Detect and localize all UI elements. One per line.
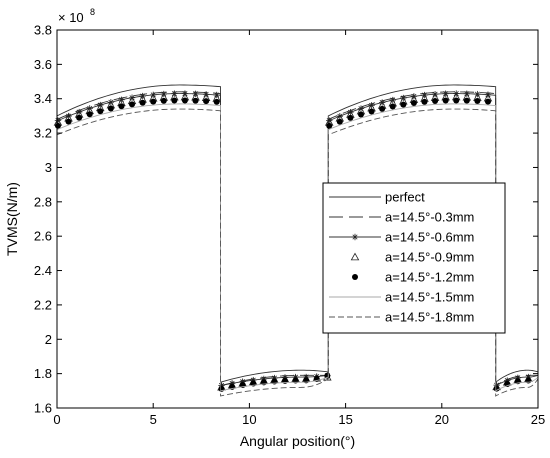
x-tick-label: 5 xyxy=(150,412,157,427)
x-tick-label: 10 xyxy=(242,412,256,427)
legend-item-5: a=14.5°-1.2mm xyxy=(352,270,474,285)
x-tick-label: 0 xyxy=(53,412,60,427)
series-5-point xyxy=(65,118,72,125)
series-5-point xyxy=(324,372,331,379)
legend-box xyxy=(322,182,506,334)
y-tick-label: 2.8 xyxy=(34,194,52,209)
series-5-point xyxy=(203,98,210,105)
x-axis-label: Angular position(°) xyxy=(240,433,355,449)
y-tick-label: 2 xyxy=(45,332,52,347)
plot-frame xyxy=(56,29,539,409)
series-5-point xyxy=(86,111,93,118)
series-5-point xyxy=(474,97,481,104)
legend-label: perfect xyxy=(385,190,425,205)
series-5-point xyxy=(76,114,83,121)
legend-label: a=14.5°-0.3mm xyxy=(385,210,474,225)
legend-item-7: a=14.5°-1.8mm xyxy=(329,310,474,325)
series-5-point xyxy=(484,98,491,105)
y-tick-label: 3.8 xyxy=(34,23,52,38)
series-5-point xyxy=(453,97,460,104)
y-tick-label: 2.4 xyxy=(34,263,52,278)
legend-label: a=14.5°-1.2mm xyxy=(385,270,474,285)
legend-item-2: a=14.5°-0.3mm xyxy=(329,210,474,225)
y-axis-label: TVMS(N/m) xyxy=(4,182,20,256)
series-5-point xyxy=(107,105,114,112)
series-5-point xyxy=(357,111,364,118)
y-tick-label: 1.6 xyxy=(34,401,52,416)
series-3-point xyxy=(368,102,375,109)
series-5-point xyxy=(389,103,396,110)
legend-swatch-marker xyxy=(351,233,359,241)
series-5-point xyxy=(181,97,188,104)
series-5-point xyxy=(213,98,220,105)
series-5-point xyxy=(171,97,178,104)
y-tick-label: 2.2 xyxy=(34,297,52,312)
series-5 xyxy=(54,97,532,392)
series-5-point xyxy=(150,98,157,105)
series-5-point xyxy=(368,108,375,115)
x-tick-label: 25 xyxy=(531,412,545,427)
series-5-point xyxy=(139,99,146,106)
legend-item-6: a=14.5°-1.5mm xyxy=(329,290,474,305)
series-5-point xyxy=(54,122,61,129)
y-tick-label: 3.4 xyxy=(34,91,52,106)
legend: perfect a=14.5°-0.3mm a=14.5°-0.6mm a=14.5°… xyxy=(322,182,506,334)
y-tick-label: 3.2 xyxy=(34,126,52,141)
series-5-point xyxy=(326,122,333,129)
series-3-point xyxy=(97,101,104,109)
y-tick-label: 3.6 xyxy=(34,57,52,72)
y-tick-label: 3 xyxy=(45,160,52,175)
series-5-point xyxy=(379,105,386,112)
legend-label: a=14.5°-1.5mm xyxy=(385,290,474,305)
series-5-point xyxy=(129,101,136,108)
legend-label: a=14.5°-1.8mm xyxy=(385,310,474,325)
x-tick-label: 15 xyxy=(338,412,352,427)
series-5-point xyxy=(97,108,104,115)
series-5-point xyxy=(192,97,199,104)
legend-item-4: a=14.5°-0.9mm xyxy=(350,250,474,265)
series-5-point xyxy=(442,97,449,104)
x-tick-label: 20 xyxy=(435,412,449,427)
plot-layer xyxy=(53,84,539,397)
series-5-point xyxy=(118,103,125,110)
series-5-point xyxy=(421,98,428,105)
legend-swatch-marker xyxy=(352,274,358,280)
series-5-point xyxy=(432,98,439,105)
series-5-point xyxy=(336,118,343,125)
series-5-point xyxy=(160,97,167,104)
y-tick-label: 2.6 xyxy=(34,229,52,244)
series-5-point xyxy=(410,100,417,107)
legend-label: a=14.5°-0.6mm xyxy=(385,230,474,245)
legend-swatch-marker xyxy=(350,252,360,261)
legend-item-1: perfect xyxy=(329,190,425,205)
series-5-point xyxy=(347,114,354,121)
y-axis-multiplier: × 10 xyxy=(58,10,84,25)
legend-item-3: a=14.5°-0.6mm xyxy=(329,230,474,245)
legend-label: a=14.5°-0.9mm xyxy=(385,250,474,265)
y-tick-label: 1.8 xyxy=(34,366,52,381)
y-axis-multiplier-exponent: 8 xyxy=(90,7,95,17)
series-5-point xyxy=(463,97,470,104)
series-5-point xyxy=(400,101,407,108)
axes-layer: 0 5 10 15 20 25 1.6 1.8 2 2.2 2.4 2.6 2.8 3 3.2 3.4 3.6 3… xyxy=(34,23,545,428)
series-5-point xyxy=(493,385,500,392)
